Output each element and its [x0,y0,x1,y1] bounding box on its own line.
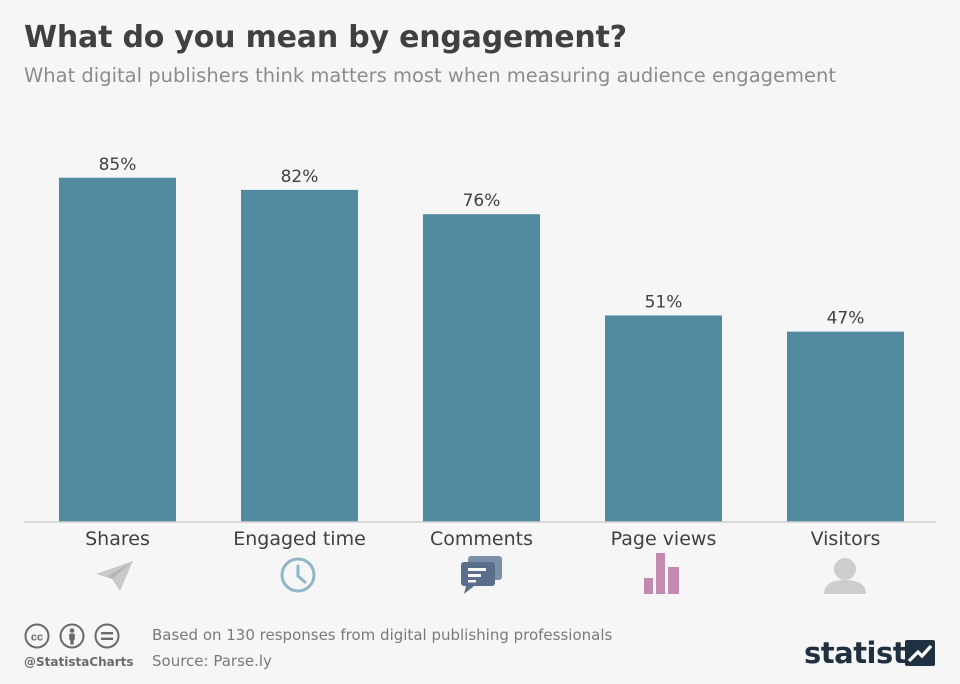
bar-value-label: 82% [281,167,319,187]
bar-visitors [787,331,904,522]
bar-engaged-time [241,189,358,522]
footnote: Based on 130 responses from digital publ… [152,626,613,644]
bar-value-label: 47% [827,309,865,329]
bars-layer: 85% Shares 82% Engaged time 76% Comments 51% Pa… [59,155,904,550]
bar-value-label: 76% [463,191,501,211]
by-person-icon [59,623,85,649]
bar-page-views [605,315,722,522]
bar-comments [423,214,540,522]
category-icons [96,553,866,594]
category-label: Comments [430,528,533,550]
category-label: Shares [85,528,150,550]
bar-shares [59,177,176,522]
category-label: Page views [611,528,717,550]
clock-icon [280,557,316,593]
chart-title: What do you mean by engagement? [24,20,627,55]
bar-chart: 85% Shares 82% Engaged time 76% Comments 51% Pa… [24,155,936,594]
nd-equals-icon [94,623,120,649]
bar-chart-icon [644,553,679,594]
svg-text:cc: cc [31,632,43,644]
person-icon [824,558,866,594]
cc-icon: cc [24,623,50,649]
category-label: Engaged time [233,528,366,550]
chart-subtitle: What digital publishers think matters mo… [24,64,837,87]
brand-mark-icon [905,640,935,666]
source-note: Source: Parse.ly [152,652,272,670]
bar-value-label: 85% [99,155,137,175]
social-handle: @StatistaCharts [24,655,134,669]
license-icons: cc [24,623,120,649]
category-label: Visitors [811,528,881,550]
chat-bubbles-icon [461,556,502,594]
bar-value-label: 51% [645,292,683,312]
paper-plane-icon [96,561,133,591]
